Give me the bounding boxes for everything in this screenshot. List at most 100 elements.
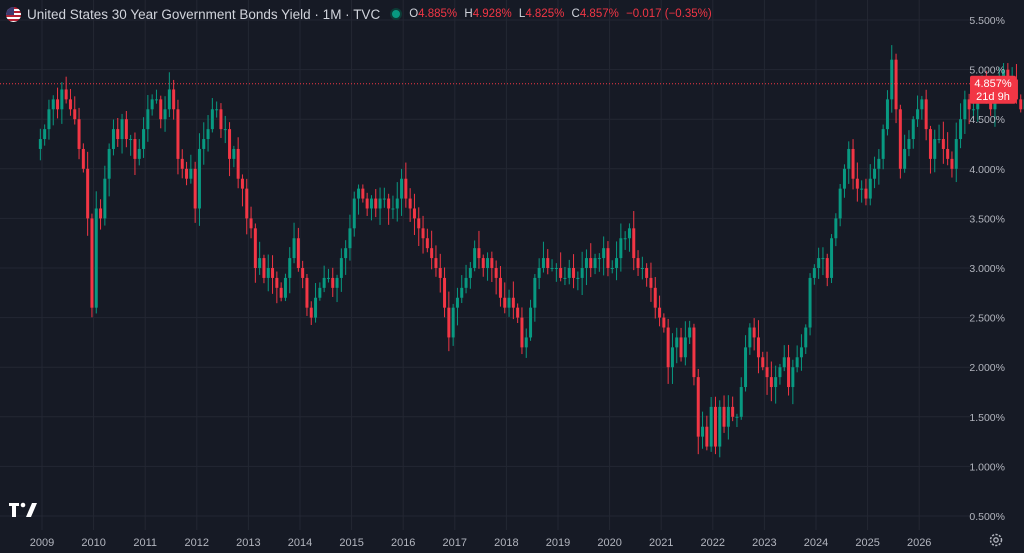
candle-body [369,198,373,209]
close-value: 4.857% [579,8,619,20]
price-axis[interactable]: 5.500% 5.000% 4.500% 4.000% 3.500% 3.000% 2.50… [969,15,1005,523]
candle-body [326,277,330,279]
x-tick-label: 2025 [855,537,879,549]
candle-body [159,99,163,120]
candle-body [43,129,47,140]
candle-body [774,377,778,388]
candle-body [189,168,193,179]
candle-body [705,426,709,447]
candle-body [963,99,967,120]
candle-body [378,198,382,209]
candle-body [167,89,171,110]
candle-body [950,158,954,169]
candle-body [374,198,378,209]
symbol-title[interactable]: United States 30 Year Government Bonds Y… [27,6,381,22]
candle-body [240,178,244,189]
candle-body [778,367,782,378]
candle-body [511,297,515,308]
candle-body [318,287,322,298]
candle-body [795,357,799,368]
candle-body [748,327,752,348]
candle-body [873,168,877,179]
candle-body [782,357,786,368]
candle-body [163,109,167,120]
chart-grid [0,0,970,530]
candles-layer [38,45,1024,458]
candle-body [262,258,266,278]
candle-body [713,406,717,447]
candle-body [111,129,115,149]
candle-body [1019,99,1023,110]
candle-body [524,337,528,348]
candle-body [632,228,636,259]
candle-body [679,337,683,358]
candle-body [249,218,253,229]
candle-body [64,89,68,100]
candle-body [808,277,812,328]
candle-body [348,228,352,249]
price-label-value: 4.857% [974,78,1012,90]
high-value: 4.928% [472,8,512,20]
candle-body [430,248,434,259]
candle-body [322,277,326,288]
candle-body [546,258,550,268]
candle-body [335,277,339,288]
candle-body [68,99,72,110]
candle-body [645,268,649,278]
candle-body [494,268,498,278]
x-tick-label: 2009 [30,537,54,549]
candle-body [288,258,292,278]
candle-body [898,109,902,169]
x-tick-label: 2011 [133,537,157,549]
candle-body [232,148,236,159]
open-key: O [409,8,419,20]
candle-body [959,119,963,140]
candle-body [253,228,257,268]
time-axis[interactable]: 2009 2010 2011 2012 2013 2014 2015 2016 2017 2018… [30,537,932,549]
candle-body [924,99,928,130]
candle-body [301,268,305,278]
x-tick-label: 2010 [81,537,105,549]
tradingview-logo-icon[interactable] [8,500,38,520]
candle-body [60,89,64,110]
candle-body [675,337,679,348]
candle-body [86,168,90,219]
x-tick-label: 2024 [804,537,828,549]
candle-body [851,148,855,179]
candle-body [597,258,601,260]
gear-icon[interactable] [988,532,1004,548]
y-tick-label: 0.500% [969,511,1005,523]
candle-body [296,238,300,268]
candle-body [554,268,558,269]
candle-body [51,99,55,110]
candle-body [486,258,490,268]
candle-body [946,148,950,159]
candle-body [387,198,391,209]
candle-body [236,148,240,179]
candle-body [838,188,842,219]
candle-body [481,258,485,268]
candle-body [447,307,451,338]
candle-body [739,387,743,417]
candle-body [391,208,395,210]
candle-body [799,347,803,358]
market-status-icon[interactable] [390,8,403,20]
candle-body [339,258,343,278]
candle-body [718,406,722,447]
candle-body [744,347,748,388]
candle-body [305,277,309,308]
candle-body [636,258,640,268]
candle-body [649,277,653,288]
candle-body [129,139,133,141]
candle-body [627,228,631,239]
candle-body [99,208,103,219]
candle-body [623,238,627,240]
candle-body [73,109,77,120]
candle-body [206,129,210,140]
candle-body [468,268,472,278]
y-tick-label: 3.500% [969,213,1005,225]
candle-body [283,277,287,298]
candle-body [395,198,399,209]
candle-body [103,178,107,219]
